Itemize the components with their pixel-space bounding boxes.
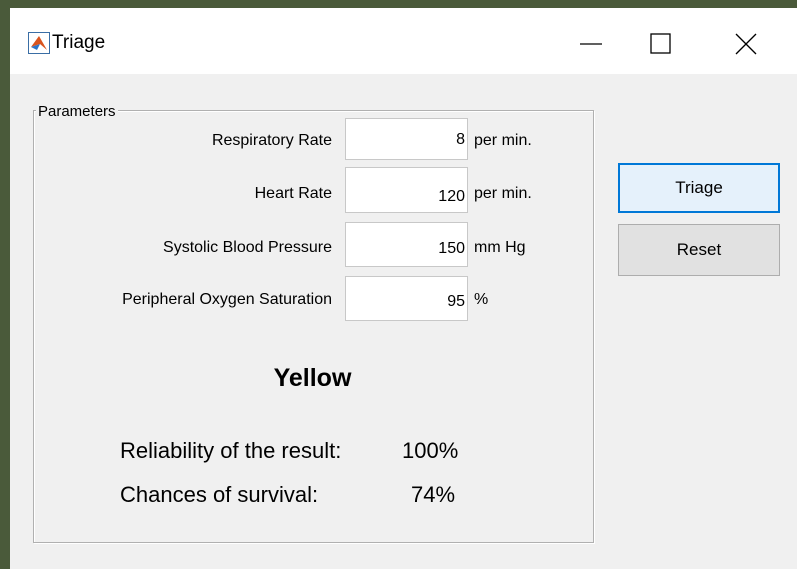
window-controls[interactable] [570, 28, 787, 60]
input[interactable]: 150 [345, 222, 468, 267]
result: Yellow [273, 364, 352, 392]
reliability-value: 100% [402, 438, 459, 463]
unit: per min. [474, 132, 532, 149]
app-icon [28, 32, 50, 54]
field-label: Peripheral Oxygen Saturation [122, 291, 332, 308]
survival-value: 74% [411, 482, 456, 507]
input[interactable]: 8 [345, 118, 468, 160]
field-label: Systolic Blood Pressure [163, 239, 332, 256]
title-bar: Triage [10, 8, 797, 74]
input[interactable]: 120 [345, 167, 468, 213]
unit: % [474, 291, 489, 308]
unit: per min. [474, 185, 532, 202]
panel [33, 110, 594, 543]
survival-label: Chances of survival: [120, 482, 319, 507]
field-label: Heart Rate [254, 185, 332, 202]
triage-button[interactable]: Triage [618, 163, 780, 213]
input[interactable]: 95 [345, 276, 468, 321]
field-label: Respiratory Rate [211, 132, 332, 149]
window-title: Triage [52, 32, 106, 53]
window: Triage Parameters Respiratory Rate 8 per… [10, 8, 797, 569]
reset-button[interactable]: Reset [618, 224, 780, 276]
panel-title: Parameters [36, 103, 118, 120]
reliability-label: Reliability of the result: [120, 438, 342, 463]
unit: mm Hg [474, 239, 526, 256]
